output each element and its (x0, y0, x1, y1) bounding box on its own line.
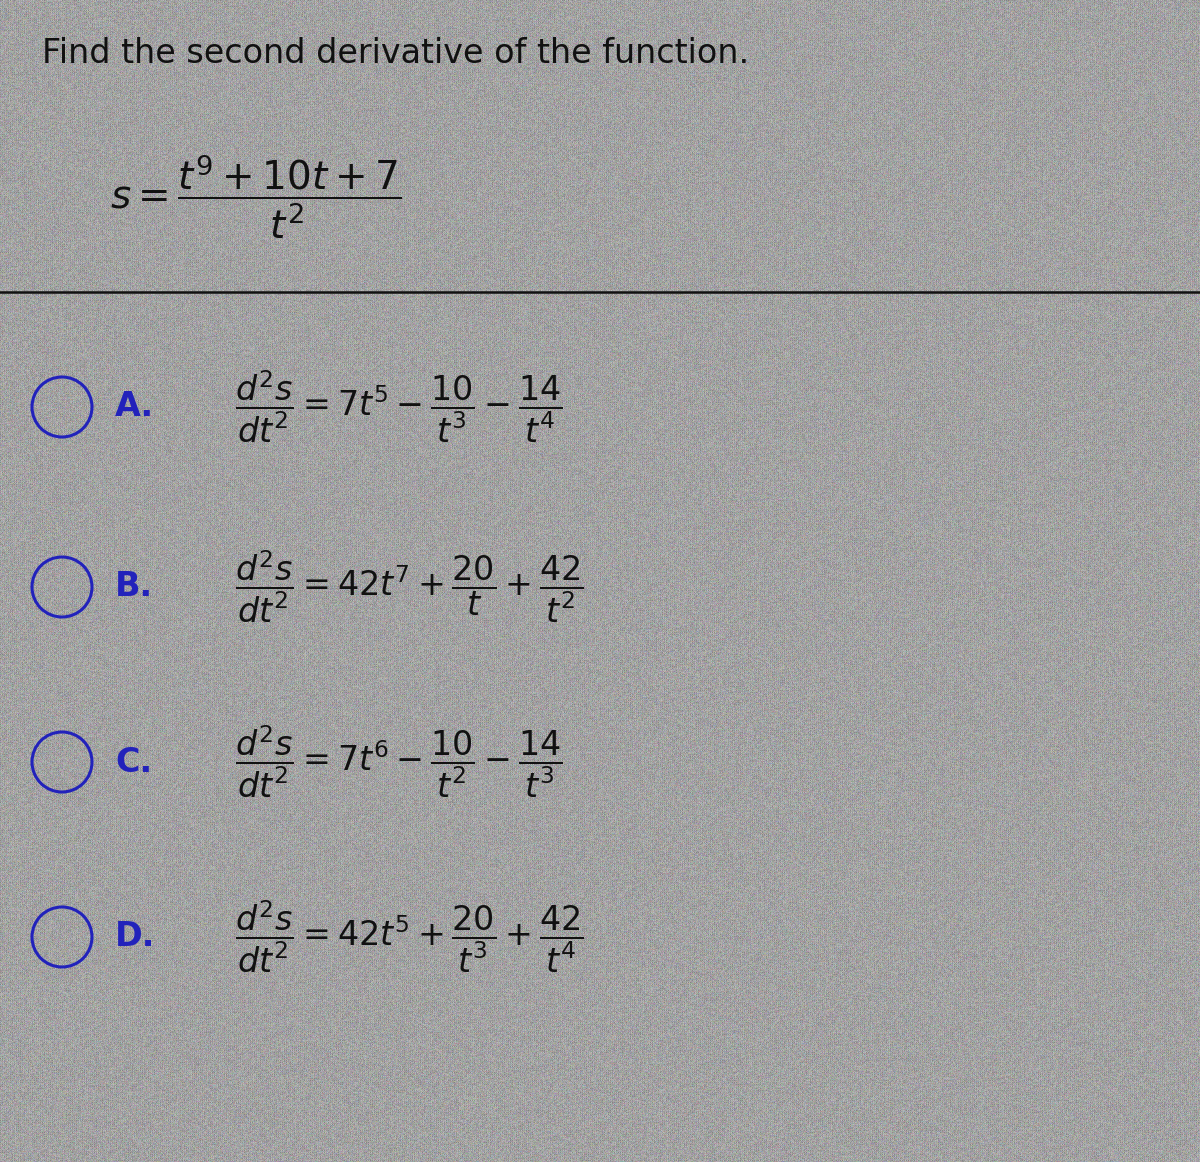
Text: $\dfrac{d^2s}{dt^2} = 42t^5 + \dfrac{20}{t^3} + \dfrac{42}{t^4}$: $\dfrac{d^2s}{dt^2} = 42t^5 + \dfrac{20}… (235, 899, 583, 975)
Text: D.: D. (115, 920, 155, 954)
Text: C.: C. (115, 746, 152, 779)
Text: $\dfrac{d^2s}{dt^2} = 7t^6 - \dfrac{10}{t^2} - \dfrac{14}{t^3}$: $\dfrac{d^2s}{dt^2} = 7t^6 - \dfrac{10}{… (235, 724, 563, 799)
Text: A.: A. (115, 390, 154, 423)
Text: $\dfrac{d^2s}{dt^2} = 42t^7 + \dfrac{20}{t} + \dfrac{42}{t^2}$: $\dfrac{d^2s}{dt^2} = 42t^7 + \dfrac{20}… (235, 548, 583, 625)
Text: Find the second derivative of the function.: Find the second derivative of the functi… (42, 37, 749, 70)
Text: $s = \dfrac{t^9 + 10t + 7}{t^2}$: $s = \dfrac{t^9 + 10t + 7}{t^2}$ (110, 152, 401, 241)
Text: $\dfrac{d^2s}{dt^2} = 7t^5 - \dfrac{10}{t^3} - \dfrac{14}{t^4}$: $\dfrac{d^2s}{dt^2} = 7t^5 - \dfrac{10}{… (235, 370, 563, 445)
Text: B.: B. (115, 571, 154, 603)
